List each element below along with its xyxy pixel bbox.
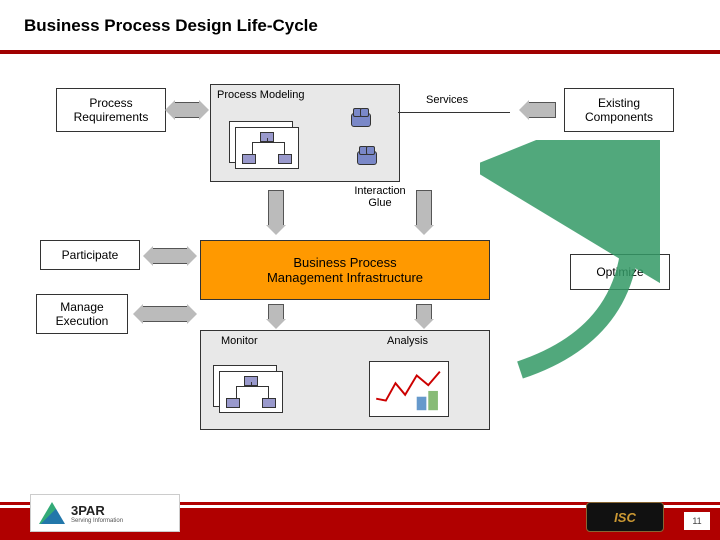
component-icon: [351, 113, 371, 127]
arrow-icon: [142, 306, 188, 322]
title-underline: [0, 50, 720, 54]
analysis-label: Analysis: [387, 335, 428, 347]
component-icon: [357, 151, 377, 165]
footer: 3PAR Serving Information ISC 11: [0, 502, 720, 540]
arrow-icon: [152, 248, 188, 264]
triangle-icon: [39, 502, 65, 524]
participate-box: Participate: [40, 240, 140, 270]
down-arrow-icon: [416, 190, 432, 226]
process-modeling-panel: Process Modeling: [210, 84, 400, 182]
down-arrow-icon: [268, 190, 284, 226]
footer-logo-left: 3PAR Serving Information: [30, 494, 180, 532]
arrow-icon: [174, 102, 200, 118]
process-requirements-box: Process Requirements: [56, 88, 166, 132]
footer-logo-sub: Serving Information: [71, 518, 123, 524]
down-arrow-icon: [416, 304, 432, 320]
footer-badge-text: ISC: [614, 510, 636, 525]
existing-components-box: Existing Components: [564, 88, 674, 132]
services-label: Services: [426, 94, 468, 106]
monitor-analysis-panel: Monitor Analysis: [200, 330, 490, 430]
bpmi-box: Business Process Management Infrastructu…: [200, 240, 490, 300]
page-number: 11: [684, 512, 710, 530]
diagram-area: Process Requirements Existing Components…: [0, 70, 720, 490]
process-modeling-label: Process Modeling: [217, 89, 337, 101]
manage-execution-box: Manage Execution: [36, 294, 128, 334]
flowchart-icon: [213, 365, 283, 415]
flowchart-icon: [229, 121, 299, 171]
footer-logo-right: ISC: [586, 502, 664, 532]
interaction-glue-label: Interaction Glue: [340, 185, 420, 209]
divider: [398, 112, 510, 113]
optimize-curved-arrow-icon: [480, 140, 660, 380]
header: Business Process Design Life-Cycle: [0, 0, 720, 42]
arrow-icon: [528, 102, 556, 118]
monitor-label: Monitor: [221, 335, 258, 347]
chart-icon: [369, 361, 449, 417]
page-title: Business Process Design Life-Cycle: [24, 16, 696, 36]
down-arrow-icon: [268, 304, 284, 320]
footer-logo-text: 3PAR: [71, 503, 123, 518]
